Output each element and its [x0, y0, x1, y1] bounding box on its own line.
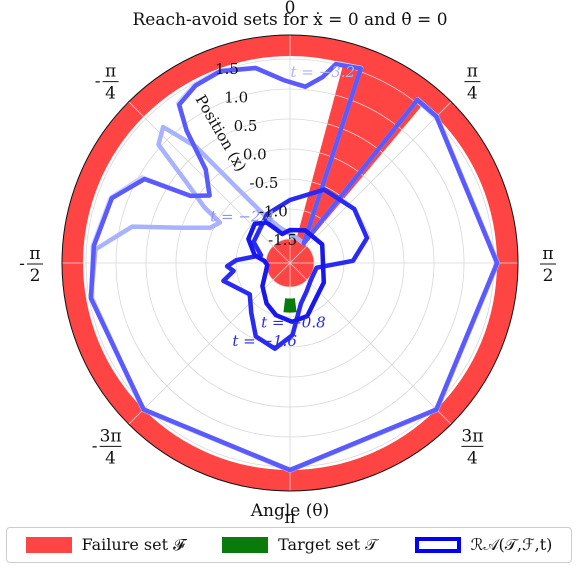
angle-tick-denominator: 4 — [105, 448, 116, 468]
legend-label-failure: Failure set 𝓕 — [81, 535, 185, 554]
legend: Failure set 𝓕 Target set 𝒯 ℛ𝒜(𝒯,ℱ,t) — [6, 527, 572, 563]
legend-swatch-failure — [25, 537, 72, 553]
angle-tick-sign: - — [92, 436, 98, 456]
legend-label-reach-avoid: ℛ𝒜(𝒯,ℱ,t) — [470, 535, 553, 554]
angle-tick-denominator: 2 — [543, 266, 554, 286]
reach-avoid-contour — [88, 61, 500, 473]
angle-tick-denominator: 4 — [467, 448, 478, 468]
contour-label: t = −3.2 — [291, 63, 356, 81]
radial-tick-label: -1.5 — [268, 231, 297, 249]
plot-area: t = −3.2t = −2.4t = −1.6t = −0.8-1.5-1.0… — [19, 0, 556, 525]
contour-label: t = −1.6 — [232, 332, 297, 350]
legend-swatch-reach-avoid — [414, 537, 461, 553]
target-set — [283, 298, 297, 313]
legend-item-reach-avoid: ℛ𝒜(𝒯,ℱ,t) — [414, 535, 553, 555]
contour-label: t = −2.4 — [210, 208, 275, 226]
angle-tick-numerator: π — [542, 244, 553, 264]
angle-tick-numerator: 3π — [100, 426, 122, 446]
reach-avoid-contour — [246, 220, 327, 325]
angle-tick-numerator: π — [467, 62, 478, 82]
angle-tick-denominator: 4 — [467, 84, 478, 104]
x-axis-label: Angle (θ) — [250, 501, 330, 521]
contour-label: t = −0.8 — [261, 314, 326, 332]
angle-tick-label: π — [284, 508, 295, 525]
polar-chart: Reach-avoid sets for ẋ = 0 and θ̇ = 0 An… — [19, 0, 556, 525]
angle-tick-sign: - — [95, 72, 101, 92]
legend-label-target: Target set 𝒯 — [278, 535, 378, 554]
chart-title: Reach-avoid sets for ẋ = 0 and θ̇ = 0 — [132, 10, 447, 30]
legend-item-target: Target set 𝒯 — [222, 535, 377, 555]
failure-set-wedge — [290, 61, 424, 264]
angle-tick-denominator: 2 — [30, 266, 41, 286]
radial-tick-label: 1.0 — [224, 89, 248, 107]
radial-tick-label: -1.0 — [259, 203, 288, 221]
grid-spoke — [289, 101, 452, 264]
angle-tick-denominator: 4 — [105, 84, 116, 104]
grid-spoke — [289, 262, 452, 425]
angle-tick-numerator: π — [29, 244, 40, 264]
legend-swatch-target — [222, 537, 269, 553]
radial-tick-label: 1.5 — [215, 60, 239, 78]
radial-tick-label: 0.0 — [243, 146, 267, 164]
angle-tick-label: 0 — [285, 0, 296, 18]
radial-tick-label: -0.5 — [250, 174, 279, 192]
plot-frame — [61, 34, 519, 492]
radial-tick-label: 0.5 — [234, 117, 258, 135]
legend-item-failure: Failure set 𝓕 — [25, 535, 185, 555]
angle-tick-sign: - — [19, 254, 25, 274]
angle-tick-numerator: 3π — [461, 426, 483, 446]
angle-tick-numerator: π — [105, 62, 116, 82]
